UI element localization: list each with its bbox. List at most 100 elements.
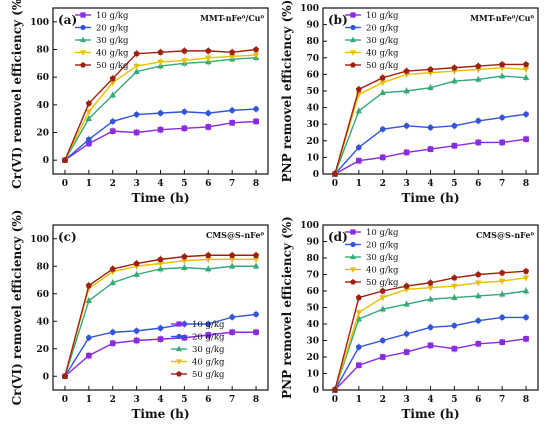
material-label: MMT-nFe⁰/Cu⁰ (200, 13, 264, 23)
data-point (475, 62, 482, 69)
x-tick-label: 0 (332, 179, 338, 189)
legend-marker (349, 253, 357, 260)
y-axis-label: PNP removel efficiency (%) (280, 216, 294, 399)
y-tick-label: 50 (306, 87, 319, 97)
panel-label: (b) (328, 13, 348, 27)
series-20-g-kg (62, 310, 259, 380)
x-tick-label: 6 (475, 395, 481, 405)
data-point (522, 61, 530, 68)
data-point (229, 251, 236, 258)
series-20-g-kg (62, 104, 259, 163)
data-point (109, 75, 116, 82)
data-point (427, 84, 434, 91)
data-point (427, 124, 434, 131)
data-point (523, 136, 529, 142)
y-tick-label: 10 (306, 153, 319, 163)
data-point (205, 47, 212, 54)
data-point (451, 345, 458, 352)
legend-marker (350, 278, 356, 285)
data-point (475, 340, 482, 347)
data-point (181, 263, 188, 270)
data-point (451, 283, 458, 290)
data-point (181, 47, 188, 54)
x-axis-label: Time (h) (401, 191, 459, 205)
y-tick-label: 100 (300, 221, 319, 231)
data-point (229, 329, 236, 336)
data-point (157, 48, 164, 55)
series-line (64, 313, 257, 377)
data-point (253, 106, 259, 112)
series-50-g-kg (61, 45, 260, 163)
y-tick-label: 100 (300, 4, 319, 14)
data-point (228, 262, 236, 269)
y-tick-label: 50 (306, 304, 319, 314)
legend: 10 g/kg 20 g/kg 30 g/kg 40 g/kg 50 g/kg (345, 228, 399, 288)
x-tick-label: 6 (205, 395, 211, 405)
series-50-g-kg (331, 267, 530, 393)
data-point (523, 314, 529, 321)
x-tick-label: 3 (403, 395, 409, 405)
data-point (403, 123, 410, 129)
data-point (427, 324, 434, 331)
data-point (85, 334, 92, 341)
legend-label: 30 g/kg (96, 36, 129, 46)
data-point (355, 294, 362, 301)
data-point (133, 337, 140, 344)
material-label: CMS@S-nFe⁰ (476, 230, 535, 240)
data-point (499, 269, 506, 276)
data-point (157, 110, 164, 116)
data-point (85, 282, 92, 289)
data-point (403, 349, 410, 355)
data-point (474, 292, 482, 299)
data-point (498, 290, 506, 297)
legend: 10 g/kg 20 g/kg 30 g/kg 40 g/kg 50 g/kg (75, 11, 129, 71)
y-axis-label: PNP removel efficiency (%) (280, 0, 294, 182)
x-tick-label: 2 (110, 395, 116, 405)
legend-label: 30 g/kg (366, 253, 399, 263)
data-point (379, 354, 386, 360)
legend-label: 10 g/kg (366, 228, 399, 238)
legend-marker (350, 241, 356, 248)
series-50-g-kg (331, 60, 530, 177)
legend-marker (176, 370, 182, 377)
data-point (181, 125, 188, 132)
x-tick-label: 2 (110, 179, 116, 189)
data-point (85, 109, 93, 116)
legend-marker (176, 333, 182, 340)
data-point (403, 87, 410, 94)
x-axis-label: Time (h) (401, 407, 459, 421)
data-point (204, 55, 212, 62)
y-tick-label: 80 (36, 262, 49, 272)
legend-marker (175, 345, 183, 352)
y-tick-label: 40 (36, 101, 49, 111)
x-tick-label: 1 (86, 179, 92, 189)
legend-label: 10 g/kg (96, 11, 129, 21)
data-point (205, 110, 212, 116)
x-tick-label: 4 (157, 179, 163, 189)
x-tick-label: 1 (356, 395, 362, 405)
legend-label: 20 g/kg (366, 24, 399, 34)
data-point (85, 136, 92, 143)
data-point (157, 265, 164, 272)
data-point (181, 58, 188, 65)
data-point (109, 91, 117, 98)
x-tick-label: 4 (427, 179, 433, 189)
data-point (474, 75, 482, 82)
data-point (157, 126, 164, 133)
y-tick-label: 20 (36, 345, 49, 355)
y-tick-label: 90 (306, 21, 319, 31)
x-tick-label: 5 (181, 395, 187, 405)
data-point (133, 67, 140, 74)
data-point (205, 124, 212, 130)
legend-marker (349, 36, 357, 43)
data-point (403, 149, 410, 156)
legend-label: 50 g/kg (366, 61, 399, 71)
data-point (499, 61, 506, 68)
x-tick-label: 1 (86, 395, 92, 405)
y-tick-label: 80 (306, 37, 319, 47)
x-tick-label: 6 (205, 179, 211, 189)
series-line (334, 290, 527, 391)
data-point (475, 118, 482, 124)
